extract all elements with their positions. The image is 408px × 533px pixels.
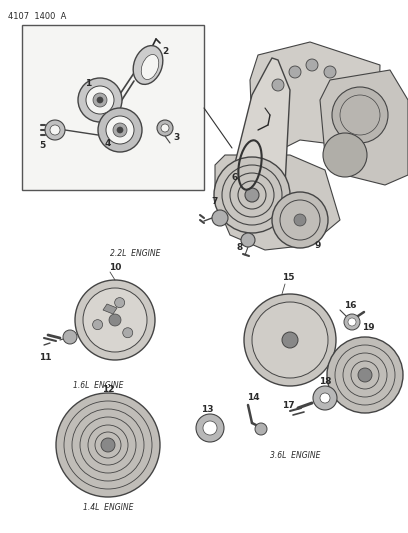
Circle shape [255,423,267,435]
Text: 4107  1400  A: 4107 1400 A [8,12,67,21]
Circle shape [157,120,173,136]
Circle shape [348,318,356,326]
Circle shape [45,120,65,140]
Circle shape [294,214,306,226]
Circle shape [50,125,60,135]
Ellipse shape [141,54,159,79]
Circle shape [332,87,388,143]
Circle shape [212,210,228,226]
Ellipse shape [133,46,163,84]
Text: 4: 4 [105,139,111,148]
Text: 8: 8 [237,244,243,253]
Polygon shape [250,42,380,155]
Polygon shape [103,304,117,314]
Circle shape [244,294,336,386]
Text: 1.6L  ENGINE: 1.6L ENGINE [73,382,123,391]
Circle shape [289,66,301,78]
Text: 15: 15 [282,273,294,282]
Text: 10: 10 [109,263,121,272]
Circle shape [320,393,330,403]
Text: 17: 17 [282,401,294,410]
Circle shape [161,124,169,132]
Text: 12: 12 [102,384,114,393]
Text: 5: 5 [39,141,45,149]
Circle shape [272,192,328,248]
Circle shape [63,330,77,344]
Circle shape [272,79,284,91]
Text: 3.6L  ENGINE: 3.6L ENGINE [270,450,320,459]
Text: 18: 18 [319,377,331,386]
Circle shape [323,133,367,177]
Polygon shape [232,58,290,195]
Text: 1.4L  ENGINE: 1.4L ENGINE [83,503,133,512]
Text: 13: 13 [201,406,213,415]
Circle shape [344,314,360,330]
Circle shape [252,302,328,378]
Text: 19: 19 [361,322,374,332]
Circle shape [306,59,318,71]
Circle shape [83,288,147,352]
Circle shape [196,414,224,442]
Polygon shape [320,70,408,185]
Circle shape [75,280,155,360]
Circle shape [109,314,121,326]
Circle shape [214,157,290,233]
Text: 9: 9 [315,240,321,249]
Circle shape [282,332,298,348]
Circle shape [86,86,114,114]
Circle shape [203,421,217,435]
Circle shape [97,97,103,103]
Circle shape [313,386,337,410]
Polygon shape [215,155,340,250]
Text: 7: 7 [212,198,218,206]
Circle shape [78,78,122,122]
Circle shape [101,438,115,452]
Circle shape [123,328,133,338]
FancyBboxPatch shape [22,25,204,190]
Text: 2.2L  ENGINE: 2.2L ENGINE [110,248,160,257]
Circle shape [117,127,123,133]
Circle shape [113,123,127,137]
Text: 3: 3 [173,133,179,142]
Circle shape [327,337,403,413]
Circle shape [115,297,125,308]
Circle shape [93,93,107,107]
Circle shape [241,233,255,247]
Text: 6: 6 [232,173,238,182]
Circle shape [324,66,336,78]
Text: 2: 2 [162,47,168,56]
Text: 1: 1 [85,78,91,87]
Circle shape [358,368,372,382]
Text: 16: 16 [344,301,356,310]
Text: 14: 14 [247,392,259,401]
Circle shape [93,320,103,329]
Circle shape [106,116,134,144]
Text: 11: 11 [39,353,51,362]
Circle shape [245,188,259,202]
Circle shape [56,393,160,497]
Circle shape [98,108,142,152]
